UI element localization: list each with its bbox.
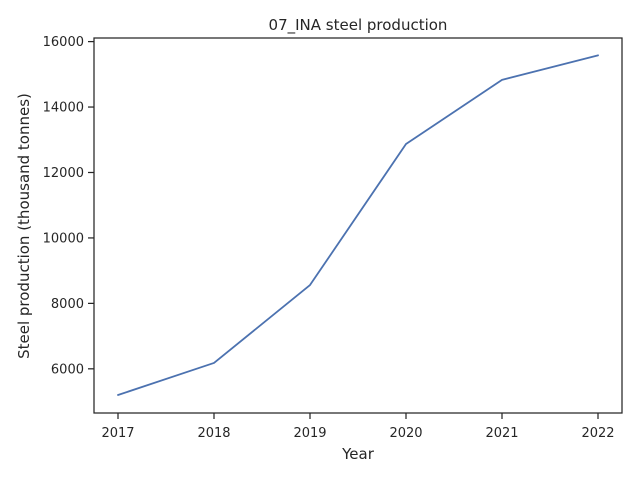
data-point [597,54,599,56]
y-axis-label: Steel production (thousand tonnes) [15,93,33,359]
data-point [309,284,311,286]
series-layer [117,54,599,396]
y-tick-label: 6000 [51,362,84,377]
x-tick-label: 2022 [581,426,614,441]
x-tick-label: 2020 [389,426,422,441]
x-axis: 2017 2018 2019 2020 2021 2022 [101,413,615,441]
data-point [405,143,407,145]
data-point [213,362,215,364]
y-tick-label: 8000 [51,297,84,312]
y-axis: 6000 8000 10000 12000 14000 16000 [43,35,94,377]
y-tick-label: 10000 [43,231,84,246]
y-tick-label: 16000 [43,35,84,50]
x-tick-label: 2017 [101,426,134,441]
x-tick-label: 2018 [197,426,230,441]
y-tick-label: 12000 [43,166,84,181]
series-line [117,54,599,396]
data-point [501,79,503,81]
x-tick-label: 2021 [485,426,518,441]
plot-area-frame [93,37,623,414]
chart-title: 07_INA steel production [269,16,448,35]
x-tick-label: 2019 [293,426,326,441]
data-point [117,394,119,396]
x-axis-label: Year [341,445,375,463]
y-tick-label: 14000 [43,101,84,116]
